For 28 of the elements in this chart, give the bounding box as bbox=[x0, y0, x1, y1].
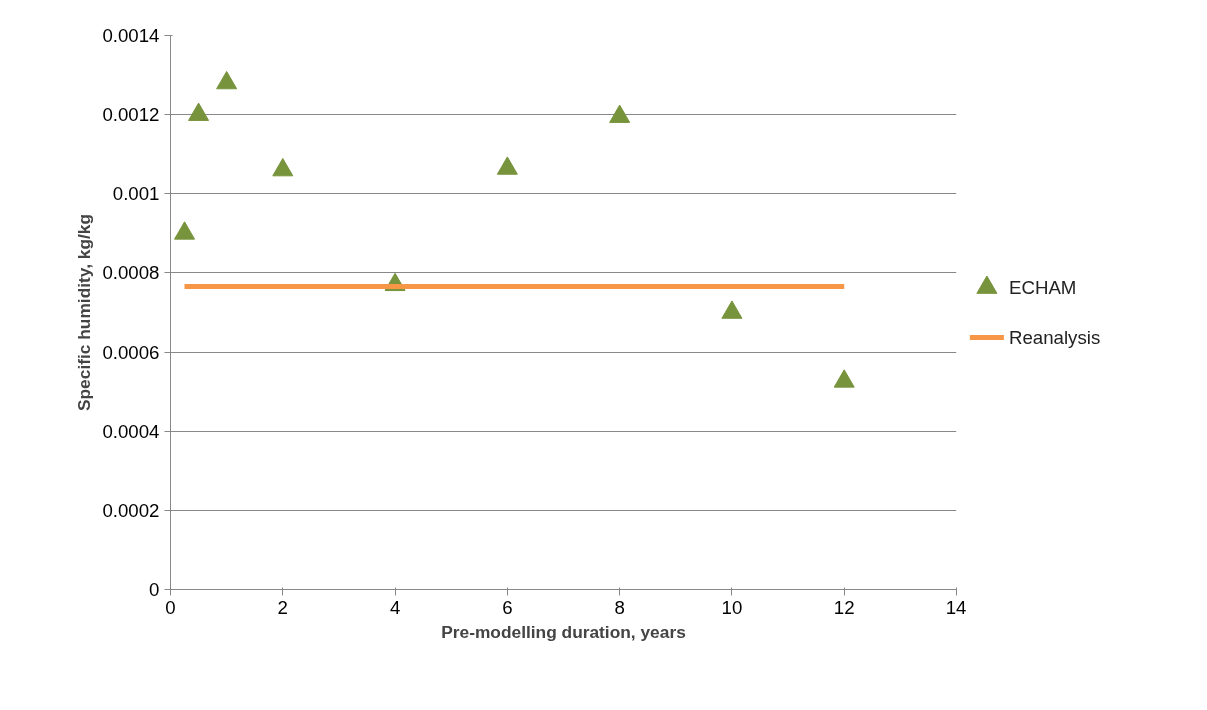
y-tick-label: 0.0012 bbox=[102, 104, 160, 126]
point bbox=[216, 70, 238, 90]
x-tick-label: 10 bbox=[721, 596, 743, 618]
x-tick-label: 2 bbox=[277, 596, 288, 618]
y-tick-label: 0.0006 bbox=[102, 341, 160, 363]
y-tick-label: 0.0014 bbox=[102, 25, 160, 46]
y-axis-title: Specific humidity, kg/kg bbox=[74, 213, 95, 412]
x-tick-label: 6 bbox=[502, 596, 513, 618]
point bbox=[833, 369, 855, 388]
x-tick-label: 4 bbox=[389, 596, 401, 618]
y-tick-label: 0.0008 bbox=[102, 262, 160, 284]
legend-label: Reanalysis bbox=[1009, 326, 1101, 348]
legend-label: ECHAM bbox=[1009, 277, 1077, 299]
point bbox=[609, 104, 631, 123]
y-tick-label: 0.001 bbox=[112, 183, 160, 205]
point bbox=[174, 221, 196, 240]
y-tick-label: 0.0002 bbox=[102, 499, 160, 521]
x-tick-label: 14 bbox=[945, 596, 967, 618]
x-axis-title: Pre-modelling duration, years bbox=[441, 621, 686, 642]
point bbox=[496, 156, 518, 175]
y-tick-label: 0 bbox=[149, 579, 160, 600]
x-tick-label: 0 bbox=[165, 596, 176, 618]
x-tick-label: 12 bbox=[833, 596, 855, 618]
point bbox=[272, 158, 294, 177]
point bbox=[721, 300, 743, 319]
y-tick-label: 0.0004 bbox=[102, 420, 160, 442]
point bbox=[188, 102, 210, 121]
x-tick-label: 8 bbox=[614, 596, 625, 618]
